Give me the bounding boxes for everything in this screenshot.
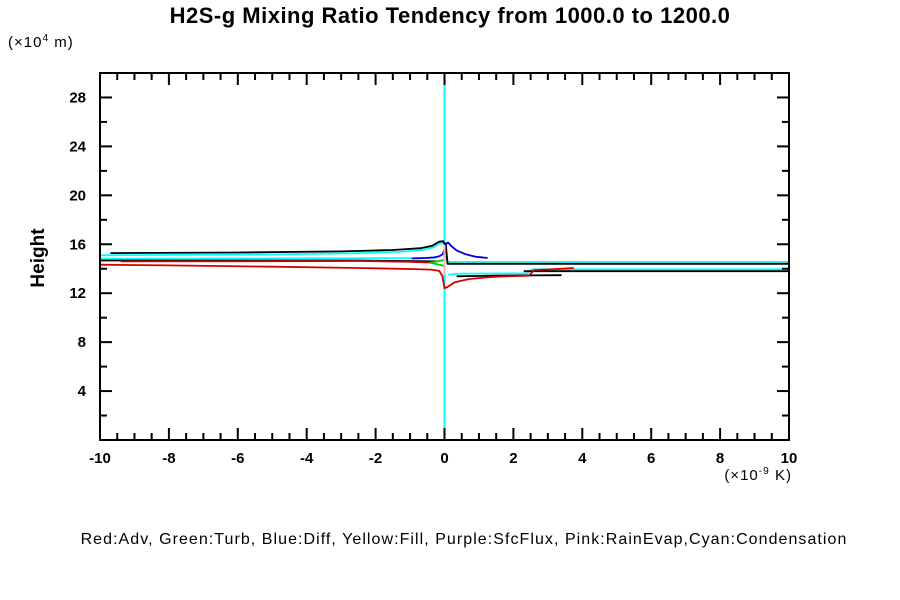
x-tick-label: -8 <box>162 450 175 467</box>
x-tick-label: -10 <box>89 450 111 467</box>
y-tick-label: 12 <box>69 285 86 302</box>
x-tick-label: 6 <box>647 450 655 467</box>
x-tick-label: -4 <box>300 450 314 467</box>
x-tick-label: 10 <box>781 450 798 467</box>
y-tick-label: 28 <box>69 89 86 106</box>
series-adv-upper-red <box>120 260 435 264</box>
series-turb-green <box>429 259 445 267</box>
y-unit-suffix: m) <box>49 34 74 51</box>
y-tick-label: 20 <box>69 187 86 204</box>
y-tick-label: 8 <box>78 334 86 351</box>
y-unit-prefix: (×10 <box>8 34 43 51</box>
series-net-lower-mid-black <box>456 274 562 278</box>
x-tick-label: 2 <box>509 450 517 467</box>
x-unit-exponent: -9 <box>758 466 770 477</box>
legend-text: Red:Adv, Green:Turb, Blue:Diff, Yellow:F… <box>80 531 848 548</box>
y-axis-unit-label: (×104 m) <box>8 33 74 51</box>
series-condensation-left-band <box>99 256 436 260</box>
series-adv-main-red <box>99 263 574 290</box>
y-tick-label: 16 <box>69 236 86 253</box>
y-unit-exponent: 4 <box>42 33 50 44</box>
x-tick-label: 4 <box>578 450 587 467</box>
x-tick-label: -6 <box>231 450 244 467</box>
x-tick-label: -2 <box>369 450 382 467</box>
series-condensation-lower-right <box>447 268 789 276</box>
x-tick-label: 8 <box>716 450 724 467</box>
x-tick-label: 0 <box>440 450 448 467</box>
series-diff-blue <box>411 241 488 260</box>
x-axis-unit-label: (×10-9 K) <box>724 466 792 484</box>
x-unit-suffix: K) <box>769 467 792 484</box>
chart-title: H2S-g Mixing Ratio Tendency from 1000.0 … <box>169 3 731 28</box>
series-net-upper-black <box>110 240 789 265</box>
y-tick-label: 4 <box>78 383 87 400</box>
y-tick-label: 24 <box>69 138 86 155</box>
x-unit-prefix: (×10 <box>724 467 759 484</box>
